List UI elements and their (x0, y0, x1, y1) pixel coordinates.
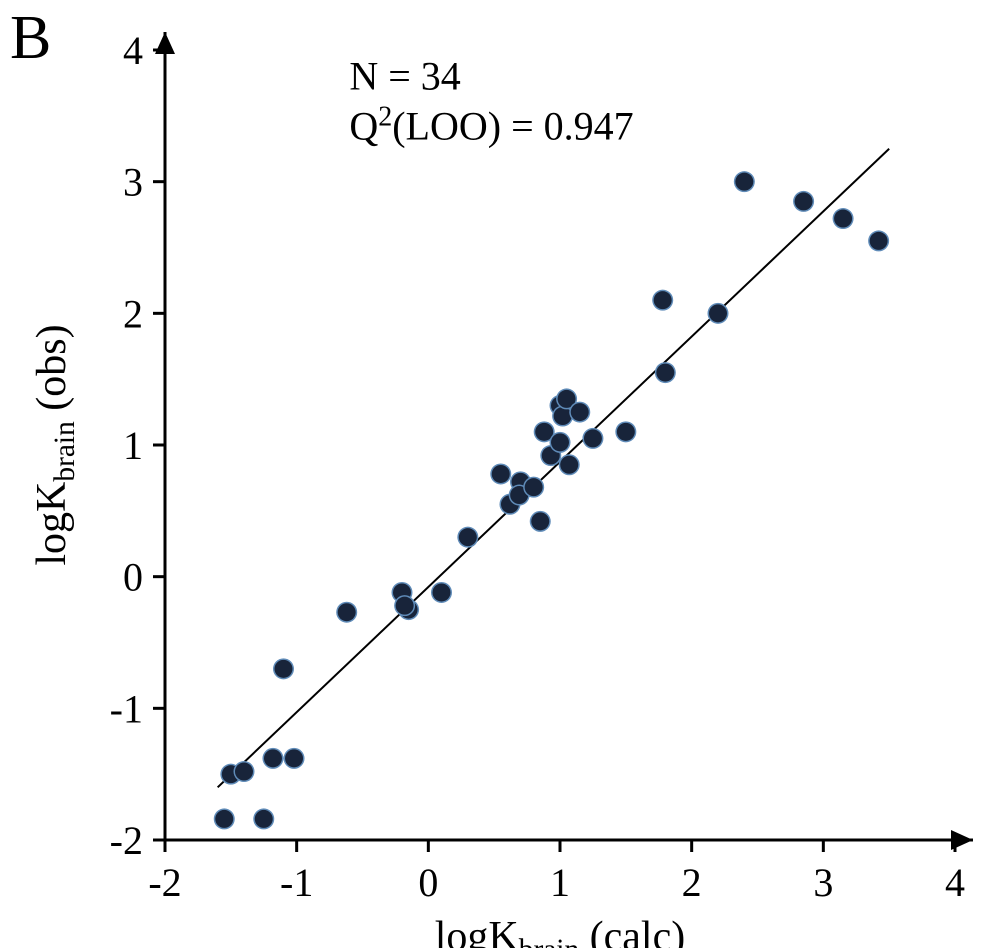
x-tick-label: 1 (550, 860, 570, 905)
data-point (396, 597, 414, 615)
data-point (215, 810, 233, 828)
x-tick-label: 0 (418, 860, 438, 905)
x-tick-label: 3 (813, 860, 833, 905)
y-tick-label: 0 (123, 555, 143, 600)
y-tick-label: 3 (123, 160, 143, 205)
data-point (459, 528, 477, 546)
annotation-n: N = 34 (349, 54, 460, 99)
data-point (531, 512, 549, 530)
data-point (656, 364, 674, 382)
data-point (584, 429, 602, 447)
data-point (571, 403, 589, 421)
data-point (560, 456, 578, 474)
data-point (617, 423, 635, 441)
y-tick-label: 4 (123, 28, 143, 73)
data-point (709, 304, 727, 322)
data-point (492, 465, 510, 483)
y-tick-label: -2 (110, 818, 143, 863)
data-point (735, 173, 753, 191)
data-point (551, 433, 569, 451)
data-point (795, 192, 813, 210)
x-tick-label: -2 (148, 860, 181, 905)
y-tick-label: -1 (110, 686, 143, 731)
data-point (235, 763, 253, 781)
chart-svg: -2-101234-2-101234logKbrain (calc)logKbr… (0, 0, 1000, 948)
data-point (285, 749, 303, 767)
x-tick-label: 4 (945, 860, 965, 905)
data-point (433, 583, 451, 601)
data-point (275, 660, 293, 678)
scatter-chart: -2-101234-2-101234logKbrain (calc)logKbr… (0, 0, 1000, 948)
data-point (264, 749, 282, 767)
x-tick-label: 2 (682, 860, 702, 905)
data-point (870, 232, 888, 250)
data-point (654, 291, 672, 309)
panel-label: B (10, 4, 51, 72)
annotation-q2: Q2(LOO) = 0.947 (349, 102, 633, 149)
data-point (525, 478, 543, 496)
data-point (338, 603, 356, 621)
data-point (255, 810, 273, 828)
x-tick-label: -1 (280, 860, 313, 905)
y-tick-label: 2 (123, 291, 143, 336)
data-point (834, 210, 852, 228)
data-point (554, 407, 572, 425)
y-tick-label: 1 (123, 423, 143, 468)
